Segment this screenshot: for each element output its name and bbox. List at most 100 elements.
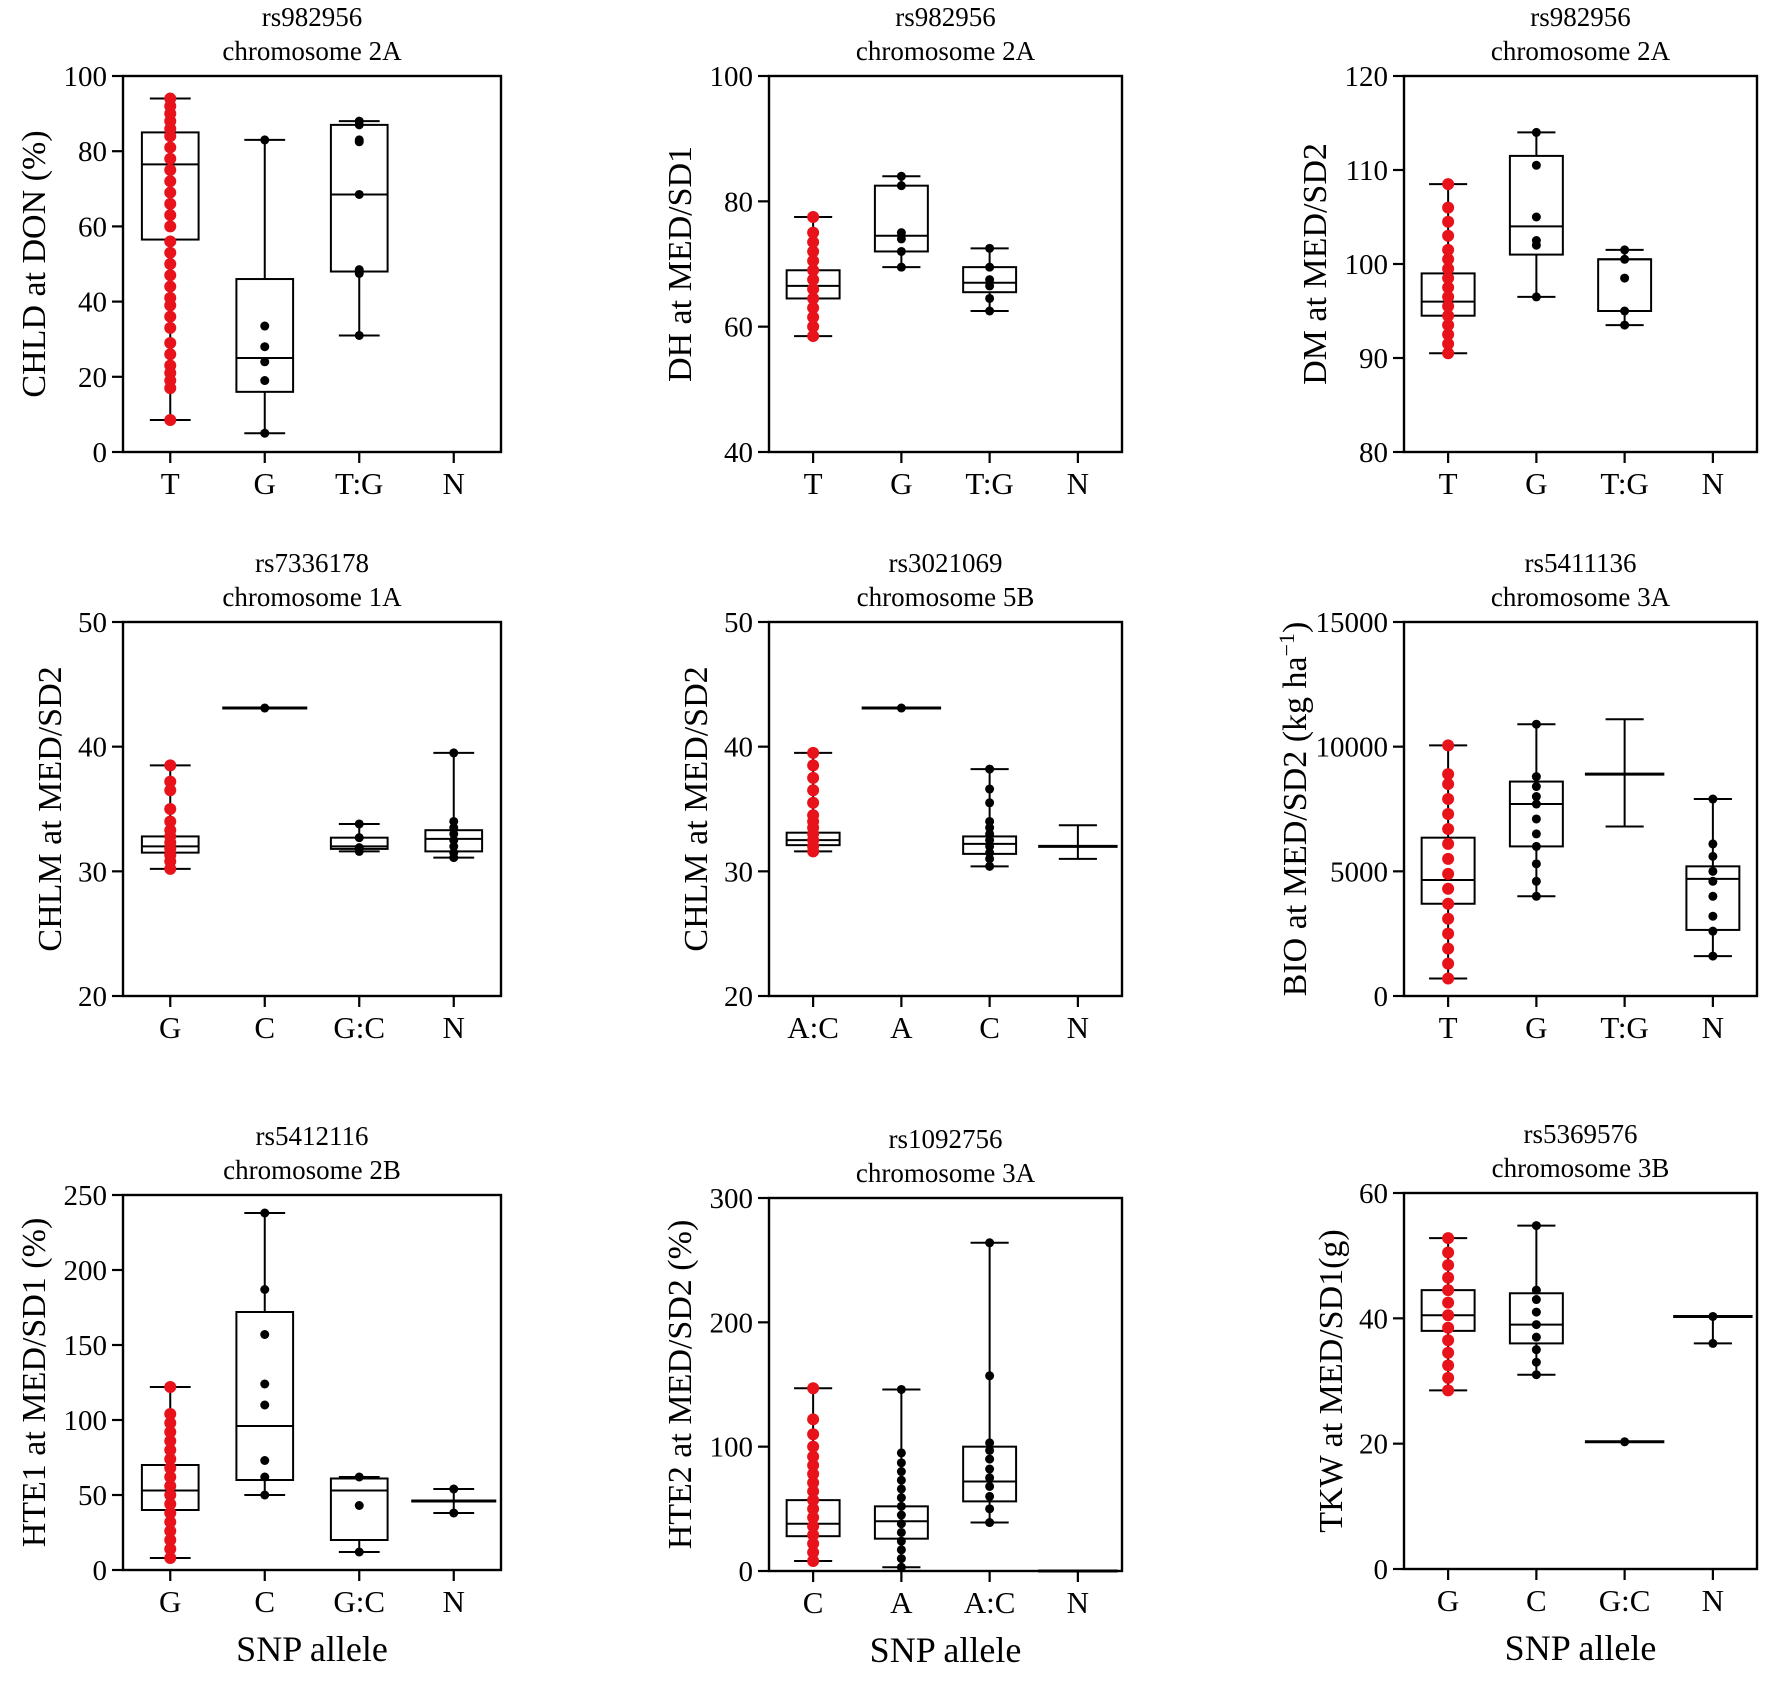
data-point [985, 764, 995, 774]
data-point [164, 824, 177, 837]
x-tick-label: A:C [787, 1010, 839, 1045]
x-tick-label: N [443, 466, 465, 501]
group-T-G [1597, 245, 1653, 330]
data-point [164, 220, 177, 233]
data-point [449, 1484, 459, 1494]
data-point [1531, 859, 1541, 869]
data-point [1531, 1345, 1541, 1355]
y-tick-label: 40 [1359, 1303, 1388, 1335]
plot-frame [767, 620, 1124, 998]
data-point [1620, 254, 1630, 264]
data-point [449, 1508, 459, 1518]
panel-title-chromosome: chromosome 3B [1492, 1153, 1670, 1183]
data-point [1708, 951, 1718, 961]
data-point [1531, 1370, 1541, 1380]
data-point [1442, 897, 1455, 910]
data-point [260, 321, 270, 331]
x-tick-label: N [443, 1584, 465, 1619]
data-point [1442, 290, 1455, 303]
y-tick-label: 30 [78, 856, 107, 888]
data-point [1442, 1334, 1455, 1347]
data-point [354, 833, 364, 843]
data-point [896, 228, 906, 238]
group-G-C [1584, 1437, 1665, 1447]
data-point [164, 775, 177, 788]
y-axis-label: HTE1 at MED/SD1 (%) [16, 1218, 53, 1548]
data-point [449, 823, 459, 833]
data-point [896, 1493, 906, 1503]
x-tick-label: G:C [333, 1010, 385, 1045]
data-point [985, 275, 995, 285]
data-point [449, 841, 459, 851]
x-tick-label: N [443, 1010, 465, 1045]
x-tick-label: A [890, 1585, 913, 1620]
data-point [164, 1426, 177, 1438]
data-point [1531, 719, 1541, 729]
group-C [222, 703, 308, 713]
data-point [354, 1547, 364, 1557]
data-point [354, 1501, 364, 1510]
data-point [896, 171, 906, 181]
group-G [140, 1381, 200, 1564]
y-tick-label: 40 [78, 732, 107, 764]
y-tick-label: 5000 [1330, 856, 1388, 888]
data-point [260, 342, 270, 352]
x-axis-label: SNP allele [236, 1629, 388, 1669]
data-point [985, 306, 995, 316]
data-point [896, 1519, 906, 1529]
group-T [140, 92, 200, 427]
data-point [164, 197, 177, 210]
group-C [235, 1208, 295, 1500]
group-G [1508, 719, 1564, 901]
group-T-G [1584, 718, 1665, 828]
data-point [1442, 852, 1455, 865]
data-point [1442, 837, 1455, 850]
data-point [1708, 1311, 1718, 1321]
data-point [1708, 1338, 1718, 1348]
group-G-C [329, 1472, 389, 1557]
data-point [1442, 972, 1455, 985]
plot-frame [767, 1196, 1124, 1573]
data-point [164, 759, 177, 772]
data-point [1531, 160, 1541, 170]
data-point [807, 254, 820, 267]
data-point [164, 258, 177, 270]
plot-frame [767, 74, 1124, 454]
data-point [896, 246, 906, 256]
data-point [1442, 778, 1455, 791]
x-tick-label: A:C [964, 1585, 1016, 1620]
data-point [354, 116, 364, 126]
y-tick-label: 100 [710, 1432, 754, 1464]
data-point [164, 235, 177, 248]
y-axis-label: HTE2 at MED/SD2 (%) [662, 1220, 699, 1550]
plot-frame [1402, 1191, 1759, 1571]
data-point [164, 164, 177, 176]
data-point [807, 1459, 820, 1472]
plot-frame [121, 620, 503, 998]
data-point [807, 236, 820, 249]
panel-1: rs982956 chromosome 2A 0 20 40 60 80 100 CHLD at… [16, 2, 503, 501]
data-point [1620, 320, 1630, 330]
y-tick-label: 0 [93, 1555, 108, 1587]
data-point [896, 1527, 906, 1537]
data-point [1442, 1259, 1455, 1272]
data-point [260, 703, 270, 713]
data-point [1442, 262, 1455, 275]
data-point [807, 301, 820, 314]
data-point [1708, 839, 1718, 849]
panel-title-chromosome: chromosome 3A [1491, 582, 1671, 612]
group-G-C [329, 819, 389, 856]
y-tick-label: 90 [1359, 343, 1388, 375]
data-point [164, 209, 177, 222]
data-point [164, 1507, 177, 1519]
y-tick-label: 200 [710, 1307, 754, 1339]
data-point [164, 803, 177, 815]
x-tick-label: C [803, 1585, 824, 1620]
data-point [807, 226, 820, 239]
y-tick-label: 80 [1359, 437, 1388, 469]
data-point [164, 1462, 177, 1474]
data-point [1442, 201, 1455, 214]
data-point [1442, 1284, 1455, 1297]
panel-title-chromosome: chromosome 2A [1491, 36, 1671, 66]
